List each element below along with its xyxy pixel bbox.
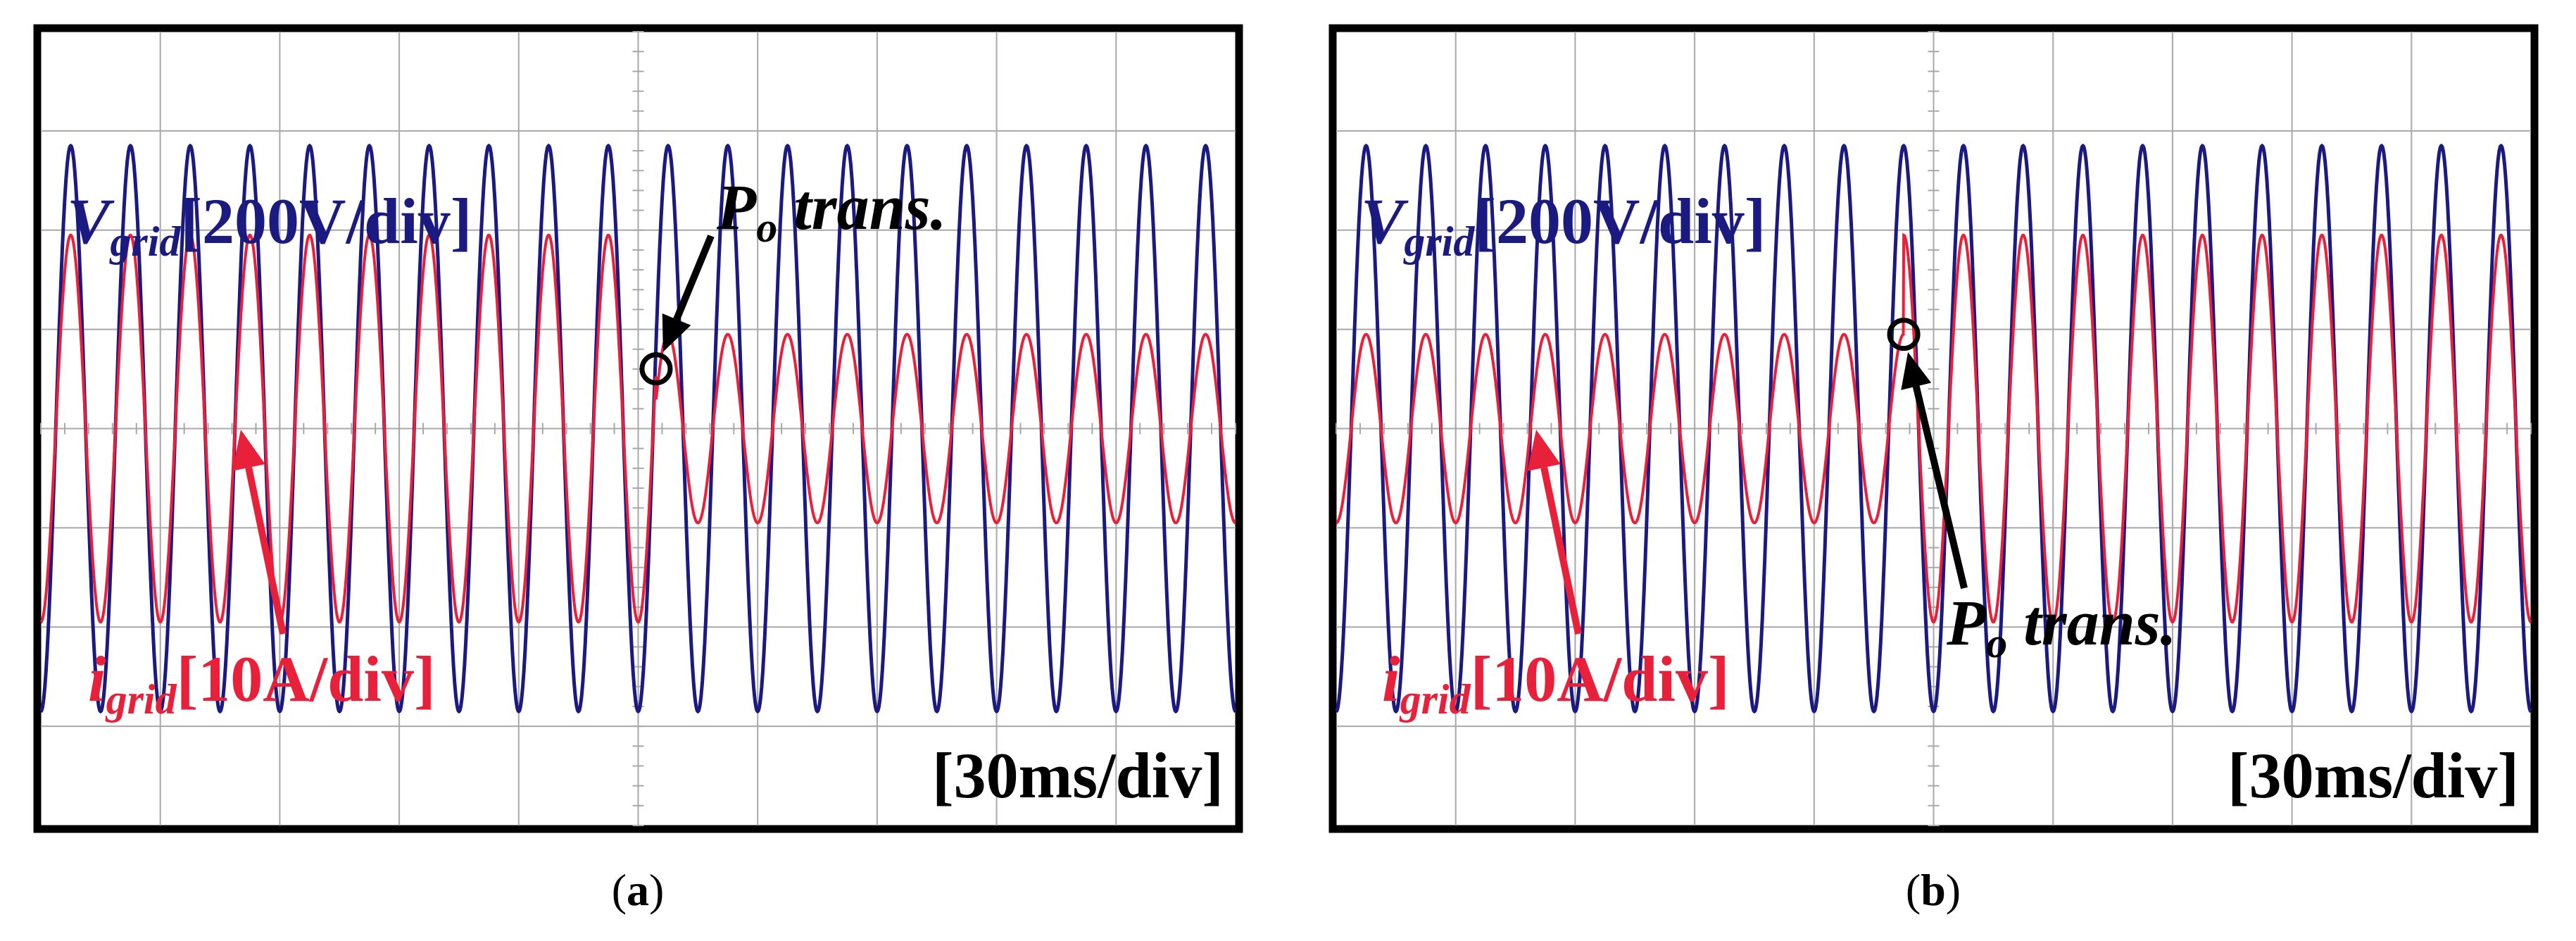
annotation-layer <box>232 235 715 635</box>
transition-label: Po trans. <box>716 171 947 251</box>
transition-arrow-head <box>662 313 691 352</box>
current-waveform <box>39 233 1236 624</box>
current-arrow-head <box>232 430 265 471</box>
voltage-waveform <box>1335 143 2532 714</box>
current-arrow-head <box>1527 430 1561 471</box>
transition-arrow-head <box>1901 351 1932 390</box>
panel-b: Vgrid[200V/div] igrid[10A/div] Po trans.… <box>1328 24 2539 915</box>
waveform-layer <box>39 143 1237 714</box>
time-scale-label: [30ms/div] <box>2228 740 2519 811</box>
voltage-label: Vgrid[200V/div] <box>1361 185 1766 265</box>
current-label: igrid[10A/div] <box>1382 643 1730 723</box>
voltage-label: Vgrid[200V/div] <box>67 185 472 265</box>
transition-marker <box>639 352 673 386</box>
panel-caption: (b) <box>1906 865 1961 915</box>
transition-arrow-shaft <box>1912 385 1968 590</box>
time-scale-label: [30ms/div] <box>932 740 1224 811</box>
current-waveform <box>1336 232 2532 624</box>
current-arrow-shaft <box>245 466 287 635</box>
annotation-layer <box>1527 318 1968 635</box>
transition-arrow-shaft <box>673 235 715 321</box>
current-arrow-shaft <box>1540 466 1582 635</box>
transition-label: Po trans. <box>1946 587 2177 666</box>
current-label: igrid[10A/div] <box>88 643 436 723</box>
transition-marker <box>1887 318 1921 351</box>
voltage-waveform <box>39 143 1237 714</box>
panel-a: Vgrid[200V/div] igrid[10A/div] Po trans.… <box>33 24 1243 915</box>
panel-caption: (a) <box>612 865 665 915</box>
scope-grid <box>40 31 1236 826</box>
waveform-layer <box>1335 143 2532 714</box>
